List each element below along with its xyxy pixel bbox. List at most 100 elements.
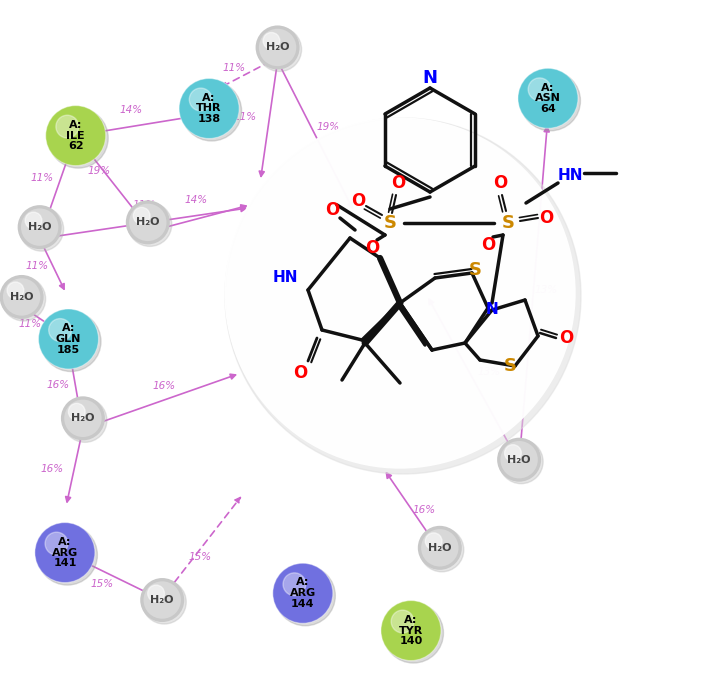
- Circle shape: [133, 207, 150, 224]
- Text: H₂O: H₂O: [508, 455, 531, 464]
- Circle shape: [64, 399, 102, 437]
- Circle shape: [500, 441, 538, 479]
- Circle shape: [56, 115, 79, 138]
- Circle shape: [421, 529, 459, 567]
- Circle shape: [129, 203, 167, 241]
- Circle shape: [68, 403, 85, 420]
- Text: O: O: [365, 239, 379, 257]
- Circle shape: [17, 205, 62, 249]
- Circle shape: [528, 78, 551, 101]
- Text: 14%: 14%: [120, 105, 143, 115]
- Circle shape: [140, 578, 185, 622]
- Circle shape: [521, 71, 580, 131]
- Circle shape: [7, 282, 24, 299]
- Text: O: O: [493, 174, 507, 192]
- Text: 15%: 15%: [189, 553, 212, 562]
- Circle shape: [255, 26, 300, 69]
- Text: 15%: 15%: [91, 580, 114, 589]
- Circle shape: [518, 68, 578, 128]
- Circle shape: [263, 33, 280, 49]
- Circle shape: [225, 118, 575, 468]
- Circle shape: [381, 601, 441, 660]
- Text: 11%: 11%: [30, 173, 53, 182]
- Text: H₂O: H₂O: [428, 543, 451, 553]
- Circle shape: [384, 603, 443, 663]
- Text: 11%: 11%: [234, 112, 257, 121]
- Text: HN: HN: [273, 271, 298, 285]
- Circle shape: [142, 580, 186, 624]
- Text: 13%: 13%: [535, 285, 558, 295]
- Circle shape: [190, 88, 212, 111]
- Circle shape: [425, 533, 442, 550]
- Text: H₂O: H₂O: [10, 292, 33, 302]
- Circle shape: [143, 581, 181, 619]
- Circle shape: [273, 563, 333, 623]
- Text: 11%: 11%: [223, 63, 246, 73]
- Circle shape: [45, 106, 106, 165]
- Text: 19%: 19%: [88, 166, 111, 176]
- Text: 11%: 11%: [26, 261, 49, 271]
- Circle shape: [48, 108, 108, 168]
- Text: 11%: 11%: [19, 319, 42, 329]
- Circle shape: [61, 397, 105, 440]
- Text: O: O: [559, 329, 573, 347]
- Text: O: O: [539, 209, 553, 227]
- Circle shape: [0, 275, 44, 319]
- Circle shape: [25, 212, 42, 229]
- Circle shape: [19, 207, 63, 251]
- Text: 14%: 14%: [185, 195, 208, 205]
- Text: 16%: 16%: [412, 505, 435, 515]
- Text: S: S: [502, 214, 515, 232]
- Circle shape: [35, 523, 95, 582]
- Text: 16%: 16%: [40, 464, 63, 474]
- Circle shape: [49, 319, 71, 342]
- Circle shape: [63, 399, 107, 442]
- Circle shape: [497, 438, 541, 481]
- Circle shape: [125, 201, 170, 244]
- Text: A:
ASN
64: A: ASN 64: [535, 83, 561, 114]
- Circle shape: [259, 28, 296, 66]
- Circle shape: [182, 81, 242, 141]
- Text: H₂O: H₂O: [266, 43, 289, 52]
- Text: HN: HN: [557, 167, 583, 182]
- Text: S: S: [469, 261, 482, 279]
- Circle shape: [257, 28, 301, 71]
- Text: 13%: 13%: [477, 367, 500, 376]
- Circle shape: [417, 526, 462, 570]
- Text: O: O: [325, 201, 339, 219]
- Text: H₂O: H₂O: [136, 218, 159, 227]
- Circle shape: [37, 525, 97, 585]
- Circle shape: [275, 565, 335, 626]
- Text: 11%: 11%: [133, 200, 156, 210]
- Text: A:
THR
138: A: THR 138: [196, 93, 222, 124]
- Text: N: N: [486, 302, 498, 317]
- Circle shape: [38, 309, 99, 369]
- Circle shape: [420, 528, 464, 572]
- Text: H₂O: H₂O: [71, 414, 94, 423]
- Text: A:
ARG
144: A: ARG 144: [290, 578, 316, 609]
- Circle shape: [148, 585, 164, 602]
- Circle shape: [225, 118, 581, 474]
- Text: O: O: [481, 236, 495, 254]
- Text: N: N: [423, 69, 438, 87]
- Text: A:
TYR
140: A: TYR 140: [399, 615, 423, 646]
- Circle shape: [499, 440, 543, 483]
- Text: 19%: 19%: [317, 123, 340, 132]
- Circle shape: [45, 532, 68, 555]
- Circle shape: [128, 203, 172, 246]
- Circle shape: [41, 311, 101, 372]
- Text: A:
ILE
62: A: ILE 62: [66, 120, 85, 151]
- Text: 16%: 16%: [46, 380, 69, 390]
- Circle shape: [1, 277, 45, 321]
- Circle shape: [3, 278, 40, 316]
- Circle shape: [392, 610, 414, 633]
- Text: O: O: [293, 364, 307, 382]
- Text: A:
GLN
185: A: GLN 185: [56, 323, 81, 355]
- Circle shape: [179, 79, 239, 138]
- Circle shape: [283, 573, 306, 596]
- Text: 16%: 16%: [153, 382, 176, 391]
- Text: O: O: [391, 174, 405, 192]
- Text: S: S: [503, 357, 516, 375]
- Text: H₂O: H₂O: [28, 222, 51, 232]
- Circle shape: [505, 445, 521, 462]
